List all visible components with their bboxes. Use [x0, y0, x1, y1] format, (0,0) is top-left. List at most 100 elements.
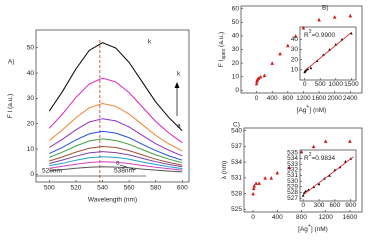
- data-point: [263, 176, 267, 180]
- r-squared-part: 2: [309, 29, 312, 35]
- x-tick-label: 540: [97, 185, 108, 192]
- series-line: [48, 77, 183, 144]
- data-point: [299, 149, 304, 154]
- x-tick-label: 300: [314, 202, 325, 209]
- x-tick-label: 1500: [344, 81, 359, 88]
- y-tick-label: 532: [287, 167, 298, 174]
- data-point: [350, 31, 353, 35]
- y-axis-title-part: F I (a.u.): [7, 94, 14, 119]
- y-tick-label: 534: [231, 159, 242, 166]
- y-axis-title-part: F I: [218, 59, 225, 67]
- series-line: [302, 156, 354, 196]
- x-tick-label: 0: [303, 81, 307, 88]
- annotation: 528nm: [42, 168, 62, 175]
- r-squared-part: R: [304, 32, 309, 39]
- y-axis-title-part: λ (nm): [221, 161, 228, 179]
- r-squared: R2=0.9900: [304, 29, 336, 38]
- x-tick-label: 1600: [312, 95, 327, 102]
- x-tick-label: 1200: [296, 95, 311, 102]
- annotation: a: [177, 123, 181, 130]
- x-tick-label: 600: [329, 202, 340, 209]
- series-line: [49, 118, 183, 157]
- data-point: [304, 189, 308, 193]
- x-tick-label: 400: [267, 95, 278, 102]
- x-tick-label: 0: [301, 202, 305, 209]
- x-tick-label: 580: [150, 185, 161, 192]
- y-tick-label: 10: [291, 67, 299, 74]
- y-tick-label: 540: [231, 127, 242, 134]
- annotation: k: [177, 71, 181, 78]
- panel-label: A): [8, 59, 15, 66]
- series-line: [48, 42, 183, 132]
- x-tick-label: 800: [296, 214, 307, 221]
- data-point: [252, 183, 257, 188]
- data-point: [311, 144, 316, 149]
- data-point: [348, 13, 353, 18]
- annotation: a: [116, 160, 120, 167]
- y-tick-label: 50: [232, 19, 240, 26]
- data-point: [258, 74, 263, 79]
- r-squared-part: =0.9900: [311, 32, 335, 39]
- y-tick-label: 40: [291, 36, 299, 43]
- y-axis-title: F Iapex (a.u.): [218, 32, 228, 67]
- x-tick-label: 1600: [343, 214, 358, 221]
- x-axis-title-part: [Ag: [297, 107, 307, 114]
- y-tick-label: 533: [287, 161, 298, 168]
- y-axis-title-part: (a.u.): [218, 32, 225, 49]
- arrow-head: [174, 82, 180, 88]
- plot-frame: [243, 127, 363, 213]
- data-point: [251, 191, 255, 196]
- x-tick-label: 2000: [327, 95, 342, 102]
- y-tick-label: 50: [27, 44, 35, 51]
- data-point: [328, 174, 331, 177]
- y-axis-title-part: apex: [221, 48, 227, 59]
- x-tick-label: 2400: [343, 95, 358, 102]
- y-tick-label: 30: [232, 46, 240, 53]
- r-squared-part: =0.9834: [311, 155, 335, 162]
- y-tick-label: 531: [231, 175, 242, 182]
- data-point: [262, 73, 267, 78]
- data-point: [254, 181, 258, 185]
- y-tick-label: 20: [232, 60, 240, 67]
- x-axis-title-part: ] (nM): [309, 107, 326, 114]
- y-tick-label: 530: [287, 178, 298, 185]
- x-axis-title: [Ag+] (nM): [297, 104, 327, 113]
- y-tick-label: 528: [287, 189, 298, 196]
- y-tick-label: 10: [232, 73, 240, 80]
- annotation: 538nm: [114, 168, 134, 175]
- y-axis-title: F I (a.u.): [7, 94, 14, 119]
- series-line: [49, 145, 183, 166]
- data-point: [275, 170, 280, 175]
- data-point: [251, 186, 256, 191]
- x-tick-label: 500: [315, 81, 326, 88]
- series-line: [49, 138, 183, 164]
- y-tick-label: 0: [30, 171, 34, 178]
- x-tick-label: 600: [177, 185, 188, 192]
- x-tick-label: 1000: [329, 81, 344, 88]
- data-point: [332, 15, 337, 19]
- r-squared-part: 2: [309, 152, 312, 158]
- data-point: [269, 176, 274, 180]
- data-point: [301, 194, 305, 197]
- data-point: [278, 51, 282, 56]
- x-axis-title: [Ag+] (nM): [298, 223, 328, 232]
- y-tick-label: 20: [291, 56, 299, 63]
- data-point: [293, 34, 298, 38]
- series-line: [49, 130, 183, 161]
- x-tick-label: 560: [124, 185, 135, 192]
- y-axis-title: λ (nm): [221, 161, 228, 179]
- x-tick-label: 400: [272, 214, 283, 221]
- y-tick-label: 20: [27, 120, 35, 127]
- x-axis-title-part: [Ag: [298, 226, 308, 233]
- x-axis-title-part: ] (nM): [311, 226, 328, 233]
- series-line: [49, 161, 183, 171]
- x-tick-label: 900: [345, 202, 356, 209]
- data-point: [323, 139, 328, 143]
- y-tick-label: 10: [27, 146, 35, 153]
- panel-label: B): [322, 5, 329, 12]
- x-tick-label: 1200: [318, 214, 333, 221]
- y-tick-label: 531: [287, 172, 298, 179]
- x-axis-title: Wavelength (nm): [88, 197, 137, 204]
- data-point: [286, 43, 290, 48]
